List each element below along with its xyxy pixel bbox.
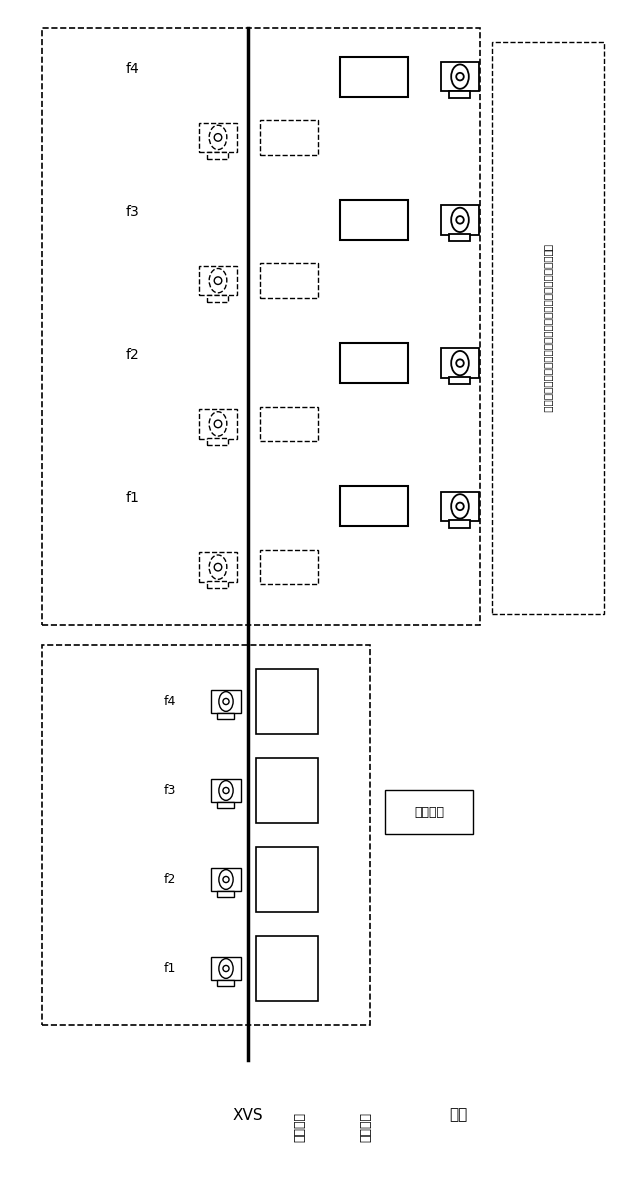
Bar xyxy=(42,645,370,1024)
Bar xyxy=(207,581,228,588)
Ellipse shape xyxy=(219,958,233,979)
Bar xyxy=(211,957,241,980)
Text: f2: f2 xyxy=(164,873,176,886)
Bar xyxy=(256,937,318,1000)
Ellipse shape xyxy=(451,351,469,375)
Bar xyxy=(340,199,408,240)
Ellipse shape xyxy=(209,125,227,150)
Circle shape xyxy=(214,420,222,428)
Bar xyxy=(340,343,408,383)
Bar xyxy=(256,848,318,912)
Text: 後段処理: 後段処理 xyxy=(360,1112,372,1142)
Bar xyxy=(207,151,228,159)
Bar xyxy=(199,410,237,438)
Text: f3: f3 xyxy=(126,205,140,219)
Circle shape xyxy=(456,359,464,368)
Text: 高速処理: 高速処理 xyxy=(414,806,444,819)
Circle shape xyxy=(223,966,229,972)
Bar xyxy=(449,377,470,384)
Bar xyxy=(340,56,408,96)
Text: f2: f2 xyxy=(126,348,140,363)
Bar xyxy=(211,689,241,713)
Ellipse shape xyxy=(451,65,469,89)
Bar xyxy=(441,491,479,521)
Circle shape xyxy=(214,277,222,285)
Bar xyxy=(42,28,480,625)
Bar xyxy=(207,438,228,446)
Bar xyxy=(449,234,470,241)
Ellipse shape xyxy=(451,208,469,232)
Text: f4: f4 xyxy=(164,695,176,709)
Text: f1: f1 xyxy=(126,491,140,506)
Text: XVS: XVS xyxy=(233,1107,263,1123)
Ellipse shape xyxy=(219,781,233,800)
Bar xyxy=(385,790,473,833)
Bar xyxy=(199,552,237,581)
Circle shape xyxy=(223,788,229,794)
Circle shape xyxy=(456,502,464,510)
Bar xyxy=(256,759,318,823)
Bar xyxy=(218,980,234,986)
Ellipse shape xyxy=(209,412,227,436)
Bar xyxy=(449,91,470,97)
Bar xyxy=(211,778,241,802)
Circle shape xyxy=(456,73,464,80)
Text: f1: f1 xyxy=(164,962,176,975)
Text: 前段処理: 前段処理 xyxy=(294,1112,307,1142)
Bar xyxy=(441,62,479,91)
Ellipse shape xyxy=(219,870,233,890)
Bar xyxy=(260,120,318,155)
Ellipse shape xyxy=(209,269,227,293)
Bar xyxy=(260,550,318,585)
Bar xyxy=(441,205,479,234)
Bar xyxy=(207,294,228,301)
Bar xyxy=(340,486,408,526)
Bar xyxy=(256,669,318,734)
Circle shape xyxy=(214,133,222,142)
Bar xyxy=(260,407,318,441)
Circle shape xyxy=(223,699,229,705)
Bar xyxy=(441,348,479,378)
Bar xyxy=(492,42,604,614)
Ellipse shape xyxy=(219,692,233,711)
Bar xyxy=(199,123,237,153)
Circle shape xyxy=(214,563,222,570)
Circle shape xyxy=(456,216,464,223)
Bar xyxy=(199,265,237,295)
Bar xyxy=(260,263,318,298)
Ellipse shape xyxy=(451,494,469,519)
Text: イメージセンサの外部出力ＩＦ帯域に伴速した速度での処理: イメージセンサの外部出力ＩＦ帯域に伴速した速度での処理 xyxy=(543,244,553,412)
Ellipse shape xyxy=(209,555,227,579)
Text: f3: f3 xyxy=(164,784,176,797)
Text: f4: f4 xyxy=(126,61,140,76)
Bar xyxy=(449,520,470,527)
Bar xyxy=(218,802,234,807)
Circle shape xyxy=(223,877,229,883)
Bar xyxy=(218,891,234,897)
Bar xyxy=(211,867,241,891)
Text: 出力: 出力 xyxy=(449,1107,467,1123)
Bar xyxy=(218,713,234,718)
